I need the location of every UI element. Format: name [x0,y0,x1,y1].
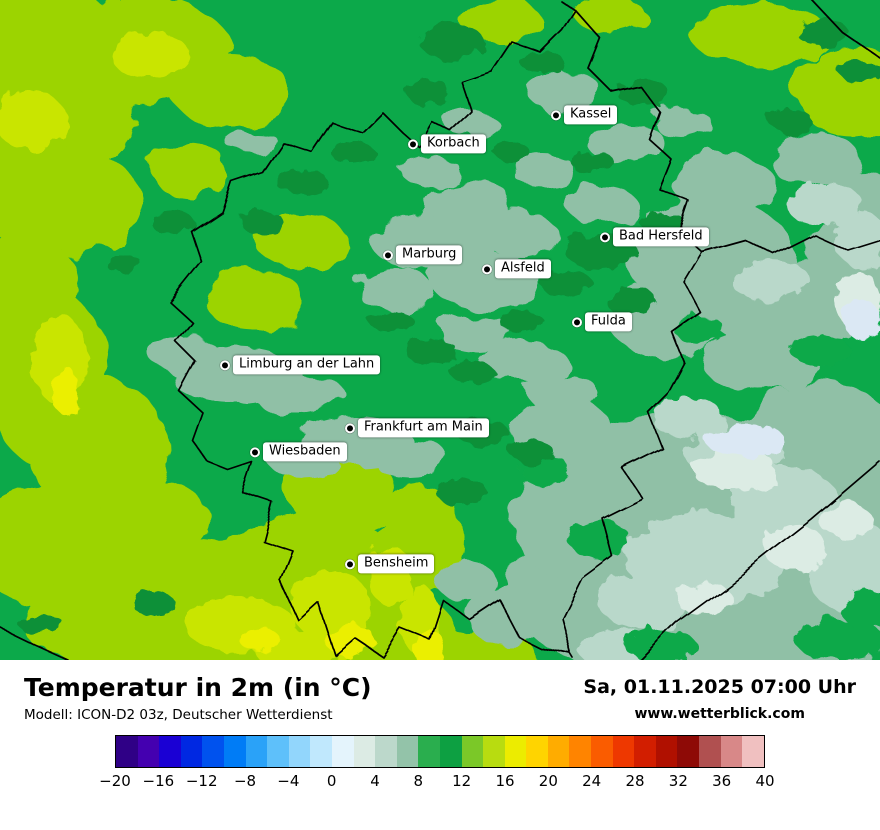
map-yellow-layer [51,366,446,660]
city-marker: Kassel [551,105,618,125]
city-label: Fulda [585,312,632,332]
state-border-lines [0,0,880,660]
colorbar-segment [202,736,224,767]
city-marker: Bad Hersfeld [600,227,709,247]
city-dot-icon [383,250,393,260]
city-marker: Limburg an der Lahn [220,355,381,375]
city-dot-icon [600,232,610,242]
colorbar-segment [612,736,635,767]
city-dot-icon [551,110,561,120]
footer-header-row: Temperatur in 2m (in °C) Modell: ICON-D2… [0,660,880,723]
city-label: Bensheim [358,554,435,574]
city-marker: Alsfeld [482,259,551,279]
page-title: Temperatur in 2m (in °C) [24,673,372,702]
colorbar-segment [331,736,354,767]
website-text: www.wetterblick.com [634,706,805,722]
colorbar-tick-label: 28 [625,772,645,790]
city-dot-icon [250,447,260,457]
colorbar-segment [116,736,138,767]
colorbar-tick-label: 24 [582,772,602,790]
city-dot-icon [345,559,355,569]
footer-right-column: Sa, 01.11.2025 07:00 Uhr www.wetterblick… [583,673,856,722]
city-layer: Kassel Korbach Bad Hersfeld Marburg Alsfeld F… [220,105,709,574]
colorbar-tick-label: 32 [668,772,688,790]
colorbar-segment [288,736,311,767]
city-dot-icon [408,139,418,149]
colorbar-segment [699,736,721,767]
temperature-map [0,0,880,660]
colorbar-segment [418,736,440,767]
colorbar-segment [353,736,376,767]
city-marker: Bensheim [345,554,435,574]
colorbar-tick-label: 12 [452,772,472,790]
colorbar-segment [526,736,548,767]
city-marker: Korbach [408,134,486,154]
colorbar-segment [137,736,160,767]
colorbar-segment [591,736,613,767]
colorbar-segment [310,736,332,767]
colorbar-tick-label: −8 [233,772,257,790]
colorbar-tick-label: 40 [755,772,775,790]
map-container: Kassel Korbach Bad Hersfeld Marburg Alsfeld F… [0,0,880,660]
colorbar-segment [504,736,527,767]
city-label: Frankfurt am Main [358,418,489,438]
colorbar-tick-label: 20 [538,772,558,790]
colorbar-segment [547,736,570,767]
colorbar: −20 −16 −12 −8 −4 0 4 8 12 16 20 24 28 32 36 40 [99,735,775,794]
colorbar-segment [677,736,700,767]
colorbar-tick-label: −4 [277,772,300,790]
colorbar-tick-label: 36 [712,772,732,790]
colorbar-segment [742,736,764,767]
city-label: Limburg an der Lahn [233,355,381,375]
colorbar-tick-label: −12 [185,772,218,790]
colorbar-segment [245,736,268,767]
colorbar-segment [569,736,592,767]
map-pale-layer [677,270,880,616]
city-label: Kassel [564,105,618,125]
colorbar-segment [483,736,505,767]
model-info: Modell: ICON-D2 03z, Deutscher Wetterdie… [24,707,333,723]
colorbar-segment [375,736,397,767]
colorbar-tick-label: 16 [495,772,515,790]
colorbar-segment [180,736,203,767]
colorbar-tick-label: −16 [142,772,175,790]
colorbar-tick-label: 8 [413,772,424,790]
colorbar-segments [115,735,765,768]
city-marker: Frankfurt am Main [345,418,489,438]
colorbar-segment [634,736,656,767]
colorbar-ticks: −20 −16 −12 −8 −4 0 4 8 12 16 20 24 28 32 36 40 [99,772,774,794]
colorbar-segment [720,736,743,767]
map-paleblue-layer [705,300,880,456]
city-dot-icon [482,264,492,274]
city-label: Wiesbaden [263,442,347,462]
colorbar-segment [223,736,246,767]
footer: Temperatur in 2m (in °C) Modell: ICON-D2… [0,660,880,830]
city-dot-icon [572,317,582,327]
city-label: Bad Hersfeld [613,227,709,247]
city-marker: Marburg [383,245,463,265]
forecast-datetime: Sa, 01.11.2025 07:00 Uhr [583,676,856,698]
city-marker: Wiesbaden [250,442,347,462]
colorbar-tick-label: 0 [326,772,337,790]
colorbar-segment [655,736,678,767]
city-label: Marburg [396,245,463,265]
colorbar-segment [267,736,289,767]
colorbar-segment [159,736,181,767]
city-label: Korbach [421,134,486,154]
city-marker: Fulda [572,312,632,332]
colorbar-segment [439,736,462,767]
map-green-overlay-layer [520,316,880,660]
city-dot-icon [345,423,355,433]
colorbar-tick-label: 4 [370,772,380,790]
colorbar-segment [396,736,419,767]
city-dot-icon [220,360,230,370]
city-label: Alsfeld [495,259,551,279]
colorbar-tick-label: −20 [99,772,131,790]
footer-left-column: Temperatur in 2m (in °C) Modell: ICON-D2… [24,673,372,723]
colorbar-segment [461,736,484,767]
